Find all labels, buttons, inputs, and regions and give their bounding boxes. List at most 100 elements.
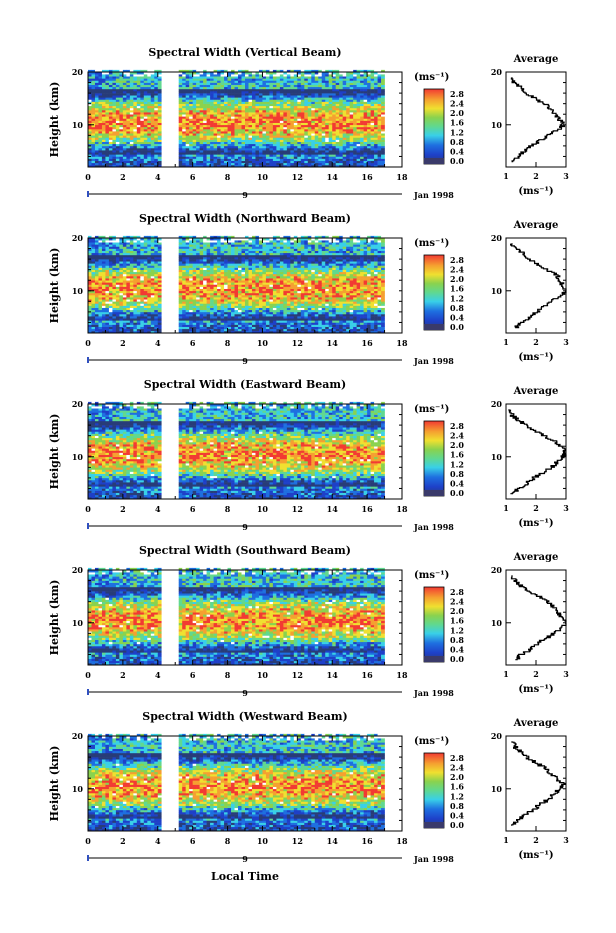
colorbar-unit: (ms⁻¹)	[414, 570, 449, 581]
avg-x-tick-label: 1	[503, 337, 509, 347]
day-marker-label: 9	[242, 522, 248, 532]
x-tick-label: 4	[155, 836, 161, 846]
y-tick-label: 20	[72, 565, 84, 575]
avg-y-tick-label: 10	[491, 120, 503, 130]
y-axis-label: Height (km)	[48, 248, 61, 324]
colorbar-tick-label: 2.4	[450, 99, 464, 109]
colorbar-tick-label: 2.8	[450, 753, 464, 763]
panel-title: Spectral Width (Eastward Beam)	[144, 378, 346, 391]
average-title: Average	[513, 386, 559, 397]
avg-x-tick-label: 1	[503, 835, 509, 845]
x-tick-label: 12	[292, 338, 303, 348]
x-tick-label: 2	[120, 338, 126, 348]
heatmap-cells	[88, 734, 385, 831]
colorbar-unit: (ms⁻¹)	[414, 736, 449, 747]
x-tick-label: 10	[257, 504, 269, 514]
colorbar-tick-label: 0.8	[450, 469, 464, 479]
colorbar-tick-label: 0.4	[450, 146, 464, 156]
avg-y-tick-label: 20	[491, 67, 503, 77]
colorbar-bottom	[424, 822, 444, 828]
x-tick-label: 12	[292, 504, 303, 514]
x-tick-label: 4	[155, 172, 161, 182]
colorbar	[424, 89, 444, 164]
x-tick-label: 0	[85, 670, 91, 680]
avg-x-tick-label: 2	[533, 835, 539, 845]
colorbar-tick-label: 0.4	[450, 810, 464, 820]
y-tick-label: 20	[72, 399, 84, 409]
colorbar-tick-label: 0.8	[450, 635, 464, 645]
colorbar	[424, 587, 444, 662]
avg-x-tick-label: 2	[533, 669, 539, 679]
x-tick-label: 8	[225, 338, 231, 348]
day-marker-label: 9	[242, 356, 248, 366]
colorbar-tick-label: 1.2	[450, 791, 464, 801]
avg-x-tick-label: 1	[503, 669, 509, 679]
average-x-label: (ms⁻¹)	[518, 684, 553, 695]
x-tick-label: 4	[155, 670, 161, 680]
x-tick-label: 2	[120, 172, 126, 182]
colorbar-tick-label: 0.4	[450, 644, 464, 654]
avg-y-tick-label: 20	[491, 233, 503, 243]
colorbar-bottom	[424, 158, 444, 164]
colorbar-tick-label: 0.0	[450, 322, 464, 332]
average-frame	[506, 570, 566, 665]
average-title: Average	[513, 718, 559, 729]
date-label: Jan 1998	[413, 688, 454, 698]
x-tick-label: 6	[190, 338, 196, 348]
avg-x-tick-label: 3	[563, 171, 569, 181]
colorbar-tick-label: 1.6	[450, 616, 464, 626]
colorbar-unit: (ms⁻¹)	[414, 72, 449, 83]
panel-title: Spectral Width (Vertical Beam)	[148, 46, 341, 59]
colorbar-tick-label: 1.2	[450, 293, 464, 303]
colorbar-unit: (ms⁻¹)	[414, 404, 449, 415]
y-tick-label: 20	[72, 731, 84, 741]
day-marker-label: 9	[242, 688, 248, 698]
x-tick-label: 8	[225, 836, 231, 846]
avg-y-tick-label: 20	[491, 731, 503, 741]
x-tick-label: 6	[190, 836, 196, 846]
colorbar-tick-label: 0.0	[450, 654, 464, 664]
colorbar-tick-label: 2.8	[450, 421, 464, 431]
avg-x-tick-label: 1	[503, 171, 509, 181]
colorbar-tick-label: 1.2	[450, 127, 464, 137]
x-tick-label: 10	[257, 836, 269, 846]
heatmap-cells	[88, 236, 385, 333]
average-profile-line	[509, 409, 566, 493]
average-title: Average	[513, 552, 559, 563]
avg-x-tick-label: 2	[533, 171, 539, 181]
x-tick-label: 8	[225, 670, 231, 680]
y-tick-label: 10	[72, 120, 84, 130]
y-axis-label: Height (km)	[48, 746, 61, 822]
x-tick-label: 2	[120, 504, 126, 514]
colorbar-tick-label: 0.4	[450, 478, 464, 488]
avg-y-tick-label: 10	[491, 286, 503, 296]
avg-y-tick-label: 10	[491, 618, 503, 628]
average-x-label: (ms⁻¹)	[518, 518, 553, 529]
avg-x-tick-label: 2	[533, 337, 539, 347]
avg-x-tick-label: 2	[533, 503, 539, 513]
colorbar-tick-label: 2.4	[450, 265, 464, 275]
x-tick-label: 18	[396, 504, 408, 514]
x-tick-label: 16	[362, 670, 374, 680]
x-tick-label: 18	[396, 338, 408, 348]
x-tick-label: 14	[327, 504, 339, 514]
colorbar-tick-label: 2.8	[450, 89, 464, 99]
colorbar-tick-label: 0.8	[450, 137, 464, 147]
heatmap-cells	[88, 568, 385, 665]
x-tick-label: 18	[396, 172, 408, 182]
x-tick-label: 0	[85, 836, 91, 846]
colorbar-tick-label: 2.0	[450, 772, 464, 782]
average-profile-line	[511, 243, 566, 327]
date-label: Jan 1998	[413, 522, 454, 532]
colorbar-tick-label: 0.0	[450, 488, 464, 498]
average-frame	[506, 238, 566, 333]
colorbar-tick-label: 0.8	[450, 801, 464, 811]
panel-title: Spectral Width (Northward Beam)	[139, 212, 351, 225]
avg-y-tick-label: 10	[491, 452, 503, 462]
average-frame	[506, 736, 566, 831]
panel-title: Spectral Width (Southward Beam)	[139, 544, 351, 557]
x-tick-label: 6	[190, 670, 196, 680]
